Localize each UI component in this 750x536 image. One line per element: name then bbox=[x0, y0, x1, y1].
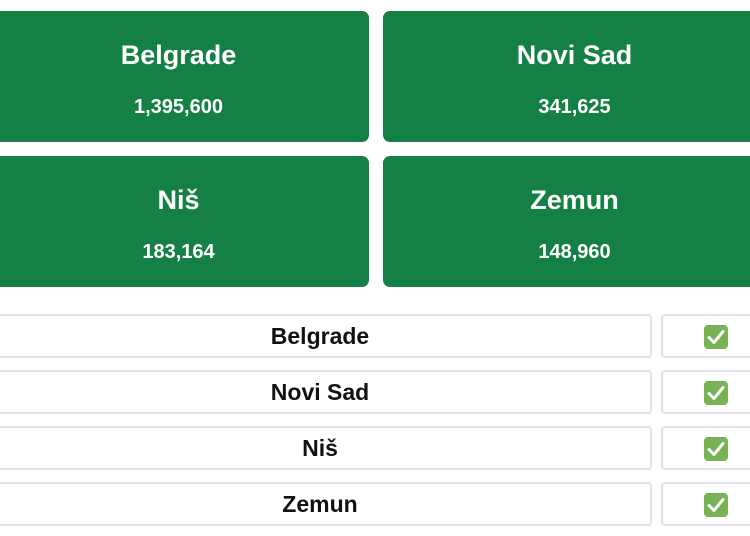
list-item-check-nis[interactable] bbox=[661, 426, 750, 470]
check-mark-icon bbox=[704, 381, 728, 405]
city-card-grid: Belgrade 1,395,600 Novi Sad 341,625 Niš … bbox=[0, 11, 750, 287]
city-card-population: 148,960 bbox=[538, 241, 611, 263]
city-card-name: Niš bbox=[157, 185, 200, 215]
check-mark-icon bbox=[704, 493, 728, 517]
list-item-nis[interactable]: Niš bbox=[0, 426, 652, 470]
city-card-name: Belgrade bbox=[120, 40, 237, 70]
city-card-population: 183,164 bbox=[142, 241, 215, 263]
city-card-population: 1,395,600 bbox=[134, 96, 223, 118]
list-item-check-zemun[interactable] bbox=[661, 482, 750, 526]
list-item-zemun[interactable]: Zemun bbox=[0, 482, 652, 526]
list-item-novi-sad[interactable]: Novi Sad bbox=[0, 370, 652, 414]
city-card-population: 341,625 bbox=[538, 96, 611, 118]
list-item-check-belgrade[interactable] bbox=[661, 314, 750, 358]
city-card-name: Novi Sad bbox=[516, 40, 633, 70]
city-card-belgrade[interactable]: Belgrade 1,395,600 bbox=[0, 11, 369, 142]
check-mark-icon bbox=[704, 437, 728, 461]
city-card-name: Zemun bbox=[530, 185, 619, 215]
check-mark-icon bbox=[704, 325, 728, 349]
city-card-nis[interactable]: Niš 183,164 bbox=[0, 156, 369, 287]
city-card-zemun[interactable]: Zemun 148,960 bbox=[383, 156, 750, 287]
city-card-novi-sad[interactable]: Novi Sad 341,625 bbox=[383, 11, 750, 142]
list-item-check-novi-sad[interactable] bbox=[661, 370, 750, 414]
list-item-belgrade[interactable]: Belgrade bbox=[0, 314, 652, 358]
